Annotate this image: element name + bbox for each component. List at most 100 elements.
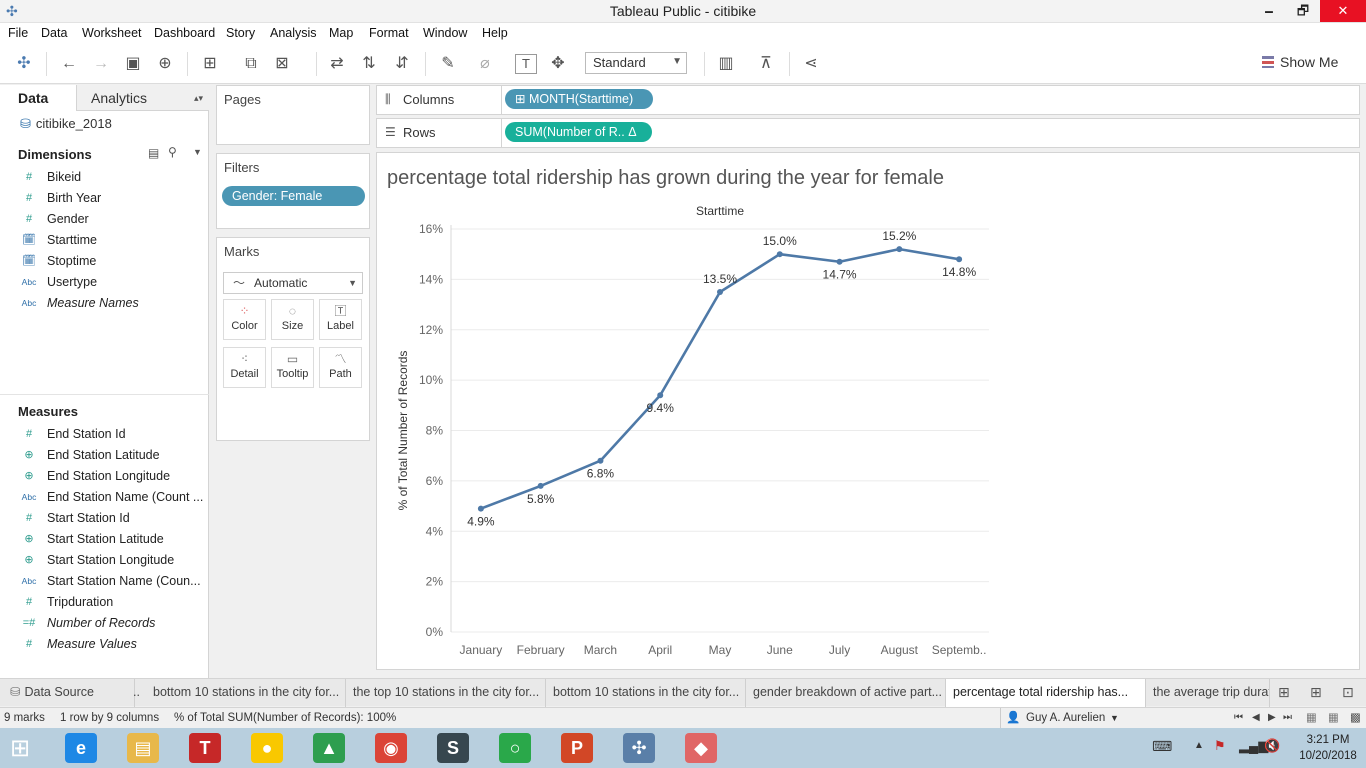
keyboard-icon[interactable]: ⌨	[1152, 738, 1173, 754]
menu-file[interactable]: File	[8, 26, 29, 40]
dimensions-menu-icon[interactable]: ▼	[193, 147, 202, 157]
marks-path-button[interactable]: 〽 Path	[319, 347, 362, 388]
dimension-field[interactable]: 🗓 Starttime	[0, 230, 209, 250]
taskbar-app-app-diamond[interactable]: ◆	[676, 730, 726, 766]
menu-analysis[interactable]: Analysis	[270, 26, 317, 40]
tab-last-icon[interactable]: ⏭	[1283, 712, 1292, 723]
tray-expand-icon[interactable]: ▲	[1194, 740, 1204, 751]
filters-card[interactable]: Filters Gender: Female	[216, 153, 370, 229]
taskbar-app-file-explorer[interactable]: ▤	[118, 730, 168, 766]
group-icon[interactable]: ⌀	[480, 55, 490, 72]
pages-card[interactable]: Pages	[216, 85, 370, 145]
rows-shelf[interactable]: ☰ Rows SUM(Number of R.. Δ	[376, 118, 1360, 148]
dimension-field[interactable]: 🗓 Stoptime	[0, 251, 209, 271]
menu-dashboard[interactable]: Dashboard	[154, 26, 216, 40]
tableau-logo-icon[interactable]: ✣	[17, 55, 31, 72]
measure-field[interactable]: # End Station Id	[0, 424, 209, 444]
measure-field[interactable]: # Tripduration	[0, 592, 209, 612]
action-center-icon[interactable]: ⚑	[1214, 738, 1226, 753]
marks-size-button[interactable]: ◌ Size	[271, 299, 314, 340]
close-button[interactable]: ✕	[1320, 0, 1366, 22]
highlight-icon[interactable]: ✎	[441, 55, 455, 72]
tab-first-icon[interactable]: ⏮	[1234, 712, 1243, 723]
measure-field[interactable]: ⊕ End Station Longitude	[0, 466, 209, 486]
dimension-field[interactable]: # Bikeid	[0, 167, 209, 187]
windows-start-icon[interactable]: ⊞	[10, 735, 31, 762]
clear-sheet-icon[interactable]: ⊠	[275, 55, 289, 72]
menu-worksheet[interactable]: Worksheet	[82, 26, 142, 40]
undo-icon[interactable]: ←	[61, 55, 77, 72]
taskbar-app-chrome[interactable]: ◉	[366, 730, 416, 766]
taskbar-app-internet-explorer[interactable]: e	[56, 730, 106, 766]
tabs-view-icon[interactable]: ▦	[1328, 712, 1339, 724]
rows-pill-number-of-records[interactable]: SUM(Number of R.. Δ	[505, 122, 652, 142]
share-icon[interactable]: ⋖	[804, 55, 818, 72]
sort-descending-icon[interactable]: ⇵	[395, 55, 409, 72]
tab-sheet-1[interactable]: bottom 10 stations in the city for...	[146, 679, 346, 707]
measure-field[interactable]: Abc Start Station Name (Coun...	[0, 571, 209, 591]
tab-data-source[interactable]: ⛁ Data Source	[0, 679, 135, 707]
measure-field[interactable]: # Start Station Id	[0, 508, 209, 528]
filter-pill-gender[interactable]: Gender: Female	[222, 186, 365, 206]
save-icon[interactable]: ▣	[125, 55, 141, 72]
taskbar-app-powerpoint[interactable]: P	[552, 730, 602, 766]
duplicate-sheet-icon[interactable]: ⧉	[245, 55, 257, 72]
tab-analytics[interactable]: Analytics ▴▾	[76, 85, 209, 111]
new-dashboard-icon[interactable]: ⊞	[1310, 684, 1322, 700]
marks-label-button[interactable]: 🅃 Label	[319, 299, 362, 340]
new-worksheet-icon[interactable]: ⊞	[203, 55, 217, 72]
marks-color-button[interactable]: ⁘ Color	[223, 299, 266, 340]
tab-next-icon[interactable]: ▶	[1268, 712, 1276, 723]
swap-rows-columns-icon[interactable]: ⇄	[330, 55, 344, 72]
user-menu-icon[interactable]: ▼	[1110, 713, 1119, 723]
measure-field[interactable]: =# Number of Records	[0, 613, 209, 633]
menu-window[interactable]: Window	[423, 26, 468, 40]
tab-sheet-3[interactable]: bottom 10 stations in the city for...	[546, 679, 746, 707]
redo-icon[interactable]: →	[93, 55, 109, 72]
tab-sheet-active[interactable]: percentage total ridership has...	[946, 679, 1146, 707]
fix-axes-icon[interactable]: ✥	[551, 55, 565, 72]
columns-pill-month-starttime[interactable]: ⊞ MONTH(Starttime)	[505, 89, 653, 109]
status-user[interactable]: Guy A. Aurelien	[1026, 712, 1106, 724]
sort-ascending-icon[interactable]: ⇅	[362, 55, 376, 72]
marks-detail-button[interactable]: ⁖ Detail	[223, 347, 266, 388]
dimension-field[interactable]: Abc Usertype	[0, 272, 209, 292]
tab-sheet-2[interactable]: the top 10 stations in the city for...	[346, 679, 546, 707]
view-size-select[interactable]: Standard ▼	[585, 52, 687, 74]
network-icon[interactable]: ▂▄▆	[1239, 738, 1269, 753]
search-icon[interactable]: ⚲	[168, 145, 177, 159]
view-list-icon[interactable]: ▤	[148, 146, 160, 160]
taskbar-app-app-t[interactable]: T	[180, 730, 230, 766]
menu-map[interactable]: Map	[329, 26, 354, 40]
menu-story[interactable]: Story	[226, 26, 256, 40]
new-story-icon[interactable]: ⊡	[1342, 684, 1354, 700]
dimension-field[interactable]: # Gender	[0, 209, 209, 229]
tab-overflow[interactable]: ..	[133, 685, 140, 699]
taskbar-app-app-s[interactable]: S	[428, 730, 478, 766]
measure-field[interactable]: # Measure Values	[0, 634, 209, 654]
dimension-field[interactable]: Abc Measure Names	[0, 293, 209, 313]
filmstrip-icon[interactable]: ▦	[1306, 712, 1317, 724]
menu-data[interactable]: Data	[41, 26, 68, 40]
tab-sheet-6[interactable]: the average trip durat	[1146, 679, 1270, 707]
tab-data[interactable]: Data	[0, 85, 76, 111]
show-mark-labels-icon[interactable]: T	[515, 54, 537, 74]
tableau-app-icon[interactable]: ✣	[6, 3, 18, 19]
tab-sheet-4[interactable]: gender breakdown of active part...	[746, 679, 946, 707]
mark-type-select[interactable]: 〜 Automatic ▼	[223, 272, 363, 294]
taskbar-app-tableau[interactable]: ✣	[614, 730, 664, 766]
taskbar-app-app-ring[interactable]: ○	[490, 730, 540, 766]
system-clock[interactable]: 3:21 PM 10/20/2018	[1296, 732, 1360, 764]
sheet-sorter-icon[interactable]: ▩	[1350, 712, 1361, 724]
measure-field[interactable]: Abc End Station Name (Count ...	[0, 487, 209, 507]
new-worksheet-icon[interactable]: ⊞	[1278, 684, 1290, 700]
dimension-field[interactable]: # Birth Year	[0, 188, 209, 208]
measure-field[interactable]: ⊕ Start Station Longitude	[0, 550, 209, 570]
maximize-button[interactable]: 🗗	[1296, 3, 1310, 18]
datasource-item[interactable]: ⛁ citibike_2018	[20, 116, 112, 132]
measure-field[interactable]: ⊕ End Station Latitude	[0, 445, 209, 465]
measure-field[interactable]: ⊕ Start Station Latitude	[0, 529, 209, 549]
columns-shelf[interactable]: ⫼ Columns ⊞ MONTH(Starttime)	[376, 85, 1360, 115]
show-cards-icon[interactable]: ▥	[718, 55, 734, 72]
taskbar-app-maps-pin[interactable]: ●	[242, 730, 292, 766]
